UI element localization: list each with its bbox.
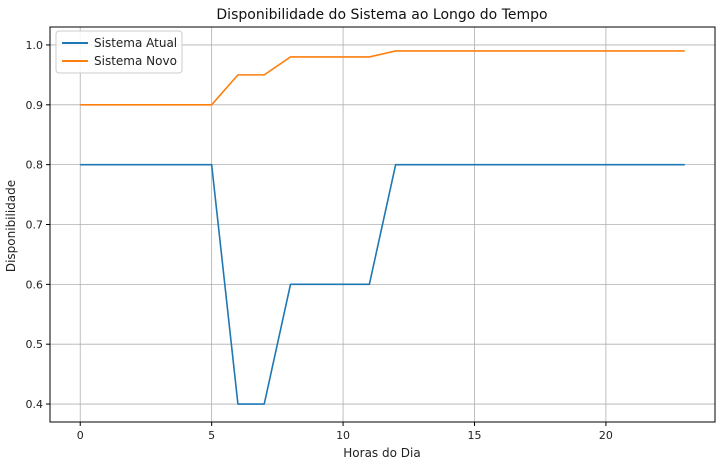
legend-label-sistema-novo: Sistema Novo <box>94 54 177 68</box>
y-tick-label: 0.4 <box>26 398 44 411</box>
legend: Sistema Atual Sistema Novo <box>55 30 183 74</box>
x-tick-label: 15 <box>467 429 481 442</box>
y-tick-label: 0.8 <box>26 159 44 172</box>
y-tick-label: 0.5 <box>26 338 44 351</box>
x-axis-title: Horas do Dia <box>343 446 420 460</box>
y-axis-ticks: 0.4 0.5 0.6 0.7 0.8 0.9 1.0 <box>26 39 50 411</box>
y-axis-title: Disponibilidade <box>4 180 18 272</box>
chart-title: Disponibilidade do Sistema ao Longo do T… <box>216 7 547 23</box>
legend-box <box>55 30 183 74</box>
x-tick-label: 5 <box>208 429 215 442</box>
series-lines <box>80 50 685 405</box>
y-tick-label: 0.9 <box>26 99 44 112</box>
x-tick-label: 10 <box>336 429 350 442</box>
y-tick-label: 1.0 <box>26 39 44 52</box>
x-tick-label: 0 <box>77 429 84 442</box>
series-line-sistema-atual <box>80 163 685 405</box>
x-axis-ticks: 0 5 10 15 20 <box>77 422 613 442</box>
x-tick-label: 20 <box>599 429 613 442</box>
y-tick-label: 0.6 <box>26 278 44 291</box>
legend-label-sistema-atual: Sistema Atual <box>94 36 177 50</box>
y-tick-label: 0.7 <box>26 219 44 232</box>
series-line-sistema-novo <box>80 50 685 106</box>
